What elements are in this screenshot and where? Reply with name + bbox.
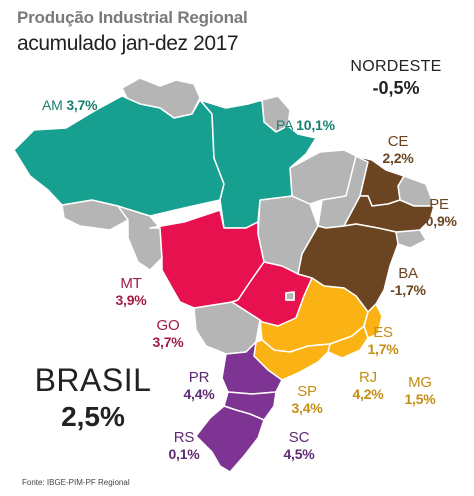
label-go-value: 3,7% xyxy=(152,334,184,350)
map-title: Produção Industrial Regional xyxy=(17,8,248,27)
label-ba-value: -1,7% xyxy=(390,282,426,298)
label-es: ES 1,7% xyxy=(362,324,404,358)
label-sc: SC 4,5% xyxy=(278,429,320,463)
label-sp-value: 3,4% xyxy=(291,400,323,416)
label-sp: SP 3,4% xyxy=(286,383,328,417)
map-subtitle: acumulado jan-dez 2017 xyxy=(17,32,239,55)
label-es-value: 1,7% xyxy=(367,341,399,357)
label-rj-value: 4,2% xyxy=(352,386,384,402)
label-brasil: BRASIL 2,5% xyxy=(30,362,156,433)
label-am: AM 3,7% xyxy=(42,97,98,113)
label-rs: RS 0,1% xyxy=(164,429,204,463)
label-nordeste: NORDESTE -0,5% xyxy=(348,58,444,99)
label-am-code: AM xyxy=(42,97,63,113)
label-sc-code: SC xyxy=(288,429,310,446)
state-pr xyxy=(221,341,283,395)
label-pa-code: PA xyxy=(276,117,293,133)
label-es-code: ES xyxy=(373,324,393,341)
state-al-se xyxy=(395,229,427,249)
label-rs-value: 0,1% xyxy=(168,446,200,462)
label-pe-value: -0,9% xyxy=(421,213,457,229)
label-mt: MT 3,9% xyxy=(108,275,154,309)
state-df xyxy=(285,291,295,301)
label-nordeste-name: NORDESTE xyxy=(350,58,442,75)
label-sp-code: SP xyxy=(297,383,317,400)
source-note: Fonte: IBGE-PIM-PF Regional xyxy=(22,478,130,487)
label-pr-code: PR xyxy=(188,369,210,386)
label-pe: PE -0,9% xyxy=(414,196,464,230)
state-ro xyxy=(117,205,163,271)
label-brasil-name: BRASIL xyxy=(34,362,152,398)
label-ce: CE 2,2% xyxy=(376,133,420,167)
label-mg: MG 1,5% xyxy=(398,374,442,408)
label-ba: BA -1,7% xyxy=(382,265,434,299)
label-pa: PA 10,1% xyxy=(276,117,335,133)
label-sc-value: 4,5% xyxy=(283,446,315,462)
label-ce-code: CE xyxy=(387,133,409,150)
label-mt-code: MT xyxy=(120,275,142,292)
label-ce-value: 2,2% xyxy=(382,150,414,166)
label-nordeste-value: -0,5% xyxy=(372,78,420,98)
state-ba xyxy=(297,223,399,313)
state-pa xyxy=(199,99,317,229)
label-pr: PR 4,4% xyxy=(178,369,220,403)
state-am xyxy=(13,95,225,217)
label-mg-value: 1,5% xyxy=(404,391,436,407)
state-rs xyxy=(195,405,265,473)
state-rj xyxy=(327,325,369,359)
label-brasil-value: 2,5% xyxy=(61,401,125,432)
label-go: GO 3,7% xyxy=(145,317,191,351)
label-go-code: GO xyxy=(156,317,180,334)
label-rj: RJ 4,2% xyxy=(348,369,388,403)
label-ba-code: BA xyxy=(398,265,418,282)
label-rj-code: RJ xyxy=(359,369,377,386)
label-am-value: 3,7% xyxy=(66,97,98,113)
label-pa-value: 10,1% xyxy=(296,117,335,133)
label-rs-code: RS xyxy=(173,429,195,446)
label-mt-value: 3,9% xyxy=(115,292,147,308)
label-pr-value: 4,4% xyxy=(183,386,215,402)
label-pe-code: PE xyxy=(429,196,449,213)
label-mg-code: MG xyxy=(408,374,432,391)
